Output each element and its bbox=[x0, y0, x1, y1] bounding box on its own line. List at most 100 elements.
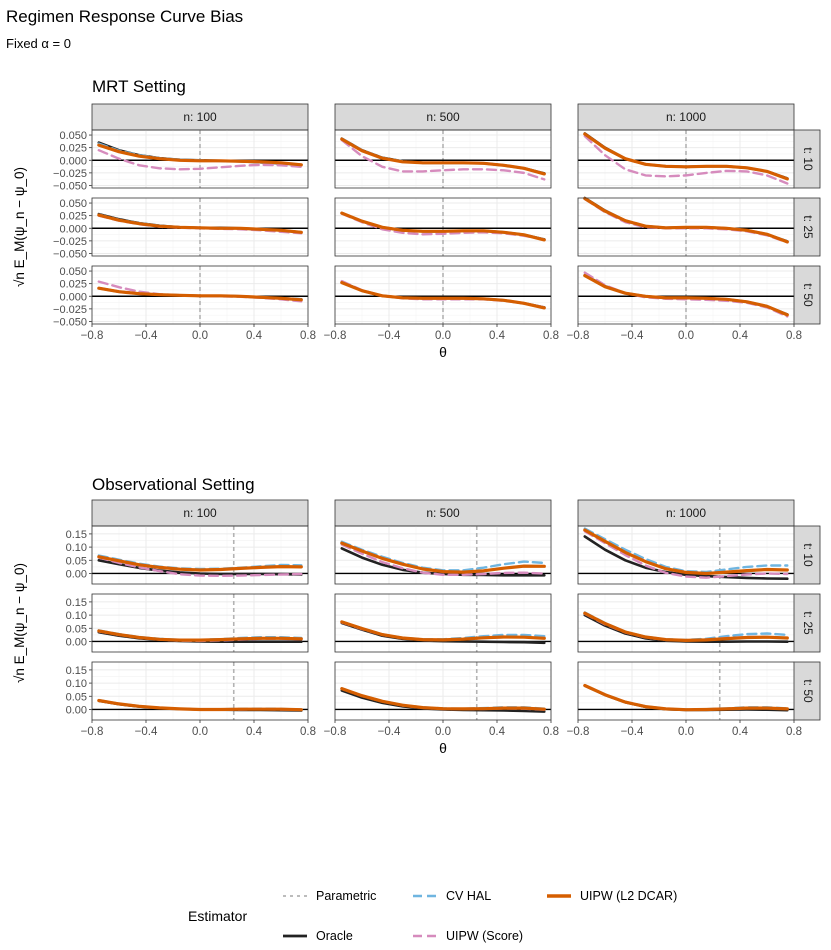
legend-label: UIPW (L2 DCAR) bbox=[580, 889, 677, 903]
column-strip bbox=[334, 103, 552, 131]
series-line-uipw-l2-dcar bbox=[340, 137, 546, 176]
panel-border bbox=[334, 525, 552, 585]
column-strip bbox=[91, 499, 309, 527]
legend-label: CV HAL bbox=[446, 889, 491, 903]
y-tick-label: 0.025 bbox=[59, 143, 87, 155]
block-title: Observational Setting bbox=[92, 475, 255, 494]
y-tick-label: 0.15 bbox=[66, 529, 87, 541]
x-tick-label: −0.8 bbox=[81, 330, 104, 342]
facet-panel bbox=[91, 525, 309, 585]
y-tick-label: −0.050 bbox=[53, 316, 87, 328]
row-strip bbox=[793, 265, 821, 325]
x-tick-label: 0.0 bbox=[192, 726, 208, 738]
series-line-uipw-l2-dcar bbox=[583, 274, 789, 317]
y-tick-label: 0.00 bbox=[66, 704, 87, 716]
row-strip bbox=[793, 129, 821, 189]
x-tick-label: 0.4 bbox=[246, 330, 263, 342]
column-strip bbox=[577, 103, 795, 131]
facet-panel bbox=[577, 196, 795, 257]
panel-border bbox=[91, 197, 309, 257]
y-tick-label: −0.050 bbox=[53, 248, 87, 260]
x-tick-label: −0.4 bbox=[135, 330, 158, 342]
series-line-uipw-l2-dcar bbox=[97, 629, 303, 642]
x-tick-label: 0.8 bbox=[786, 726, 802, 738]
y-tick-label: 0.000 bbox=[59, 223, 87, 235]
row-strip-label: t: 25 bbox=[801, 215, 815, 239]
x-tick-label: 0.0 bbox=[678, 330, 694, 342]
column-strip bbox=[577, 499, 795, 527]
facet-panel: −0.8 −0.4 0.0 0.4 0.8 bbox=[567, 661, 802, 738]
panel-border bbox=[577, 197, 795, 257]
panel-border bbox=[91, 129, 309, 189]
facet-panel bbox=[334, 197, 552, 257]
chart-subtitle: Fixed α = 0 bbox=[6, 36, 71, 51]
facet-panel bbox=[91, 197, 309, 257]
x-tick-label: −0.4 bbox=[621, 330, 644, 342]
series-line-uipw-l2-dcar bbox=[340, 620, 546, 642]
y-tick-label: 0.000 bbox=[59, 155, 87, 167]
y-tick-label: 0.05 bbox=[66, 623, 87, 635]
x-tick-label: 0.8 bbox=[543, 330, 559, 342]
facet-block-2: Observational Setting n: 100 n: 500 n: 1000… bbox=[12, 475, 821, 756]
x-tick-label: −0.4 bbox=[621, 726, 644, 738]
row-strip-label: t: 10 bbox=[801, 147, 815, 171]
facet-panel bbox=[577, 593, 795, 653]
series-line-uipw-l2-dcar bbox=[340, 281, 546, 310]
row-strip-label: t: 50 bbox=[801, 679, 815, 703]
series-line-uipw-l2-dcar bbox=[97, 143, 303, 167]
x-tick-label: 0.4 bbox=[246, 726, 263, 738]
legend-entry: Oracle bbox=[283, 929, 353, 943]
legend-entry: UIPW (Score) bbox=[413, 929, 523, 943]
x-tick-label: 0.4 bbox=[489, 330, 506, 342]
y-tick-label: −0.025 bbox=[53, 236, 87, 248]
block-title: MRT Setting bbox=[92, 77, 186, 96]
row-strip-label: t: 50 bbox=[801, 283, 815, 307]
y-tick-label: 0.05 bbox=[66, 691, 87, 703]
y-tick-label: 0.025 bbox=[59, 211, 87, 223]
row-strip-label: t: 10 bbox=[801, 543, 815, 567]
y-tick-label: 0.000 bbox=[59, 291, 87, 303]
y-tick-label: 0.050 bbox=[59, 198, 87, 210]
y-tick-label: 0.00 bbox=[66, 568, 87, 580]
series-line-uipw-score bbox=[340, 543, 546, 576]
column-strip-label: n: 100 bbox=[183, 110, 217, 124]
legend: Estimator Parametric CV HAL UIPW (L2 DCAR) O… bbox=[188, 889, 677, 943]
y-tick-label: 0.00 bbox=[66, 636, 87, 648]
legend-entry: UIPW (L2 DCAR) bbox=[547, 889, 677, 903]
series-line-uipw-score bbox=[340, 138, 546, 181]
y-axis-label: √n E_M(ψ_n − ψ_0) bbox=[12, 167, 27, 287]
facet-panel bbox=[334, 525, 552, 585]
facet-panel bbox=[91, 129, 309, 189]
x-tick-label: −0.4 bbox=[378, 330, 401, 342]
x-tick-label: −0.8 bbox=[567, 726, 590, 738]
y-tick-label: −0.025 bbox=[53, 168, 87, 180]
series-line-uipw-l2-dcar bbox=[583, 683, 789, 712]
legend-entry: CV HAL bbox=[413, 889, 491, 903]
y-tick-label: 0.05 bbox=[66, 555, 87, 567]
series-line-cv-hal bbox=[583, 527, 789, 574]
panel-border bbox=[334, 593, 552, 653]
series-line-uipw-score bbox=[583, 134, 789, 185]
series-line-uipw-l2-dcar bbox=[583, 611, 789, 642]
y-tick-label: −0.050 bbox=[53, 180, 87, 192]
x-axis-label: θ bbox=[439, 740, 447, 756]
y-tick-label: −0.025 bbox=[53, 304, 87, 316]
chart-title: Regimen Response Curve Bias bbox=[6, 7, 243, 26]
x-tick-label: −0.8 bbox=[81, 726, 104, 738]
y-tick-label: 0.10 bbox=[66, 542, 87, 554]
series-line-uipw-l2-dcar bbox=[97, 698, 303, 712]
legend-label: UIPW (Score) bbox=[446, 929, 523, 943]
facet-panel: −0.8 −0.4 0.0 0.4 0.8 bbox=[567, 265, 802, 342]
column-strip-label: n: 100 bbox=[183, 506, 217, 520]
panel-border bbox=[91, 593, 309, 653]
y-tick-label: 0.10 bbox=[66, 610, 87, 622]
x-tick-label: 0.4 bbox=[732, 726, 749, 738]
facet-panel bbox=[91, 593, 309, 653]
legend-entry: Parametric bbox=[283, 889, 376, 903]
x-tick-label: 0.4 bbox=[489, 726, 506, 738]
series-line-uipw-score bbox=[97, 149, 303, 171]
legend-label: Oracle bbox=[316, 929, 353, 943]
row-strip bbox=[793, 525, 821, 585]
facet-panel bbox=[334, 593, 552, 653]
